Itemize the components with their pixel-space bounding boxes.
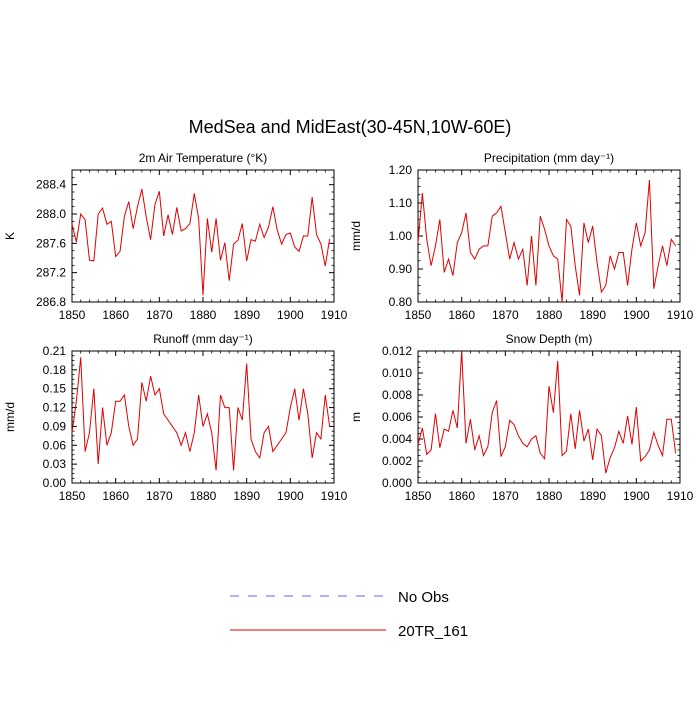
y-tick-label: 0.006 [382,410,412,424]
series-line-precipitation [417,179,677,303]
x-tick-label: 1900 [623,308,650,322]
legend: No Obs 20TR_161 [230,589,468,640]
x-tick-label: 1850 [59,308,86,322]
x-tick-label: 1870 [492,489,519,503]
x-tick-label: 1870 [146,308,173,322]
x-tick-label: 1910 [667,308,694,322]
y-tick-label: 0.012 [382,344,412,358]
y-tick-label: 0.008 [382,388,412,402]
x-tick-label: 1860 [448,308,475,322]
y-tick-label: 0.12 [43,401,67,415]
y-tick-label: 0.010 [382,366,412,380]
panel-title: Runoff (mm day⁻¹) [153,332,252,346]
y-tick-label: 287.6 [36,236,66,250]
y-tick-label: 288.4 [36,178,66,192]
y-tick-label: 0.09 [43,419,67,433]
y-tick-label: 286.8 [36,295,66,309]
series-line-air-temperature [71,188,331,296]
legend-label-no-obs: No Obs [398,589,449,606]
x-tick-label: 1860 [102,308,129,322]
y-axis-label: mm/d [349,221,363,251]
figure-title: MedSea and MidEast(30-45N,10W-60E) [189,117,512,137]
x-tick-label: 1870 [492,308,519,322]
panels: 2m Air Temperature (°K) K 286.8 287.2 287.6 2… [3,151,694,503]
x-tick-label: 1910 [321,489,348,503]
panel-title: Precipitation (mm day⁻¹) [484,151,614,165]
x-tick-label: 1900 [277,308,304,322]
x-tick-label: 1850 [59,489,86,503]
y-tick-label: 1.00 [389,229,413,243]
x-tick-label: 1870 [146,489,173,503]
plot-frame [417,350,681,484]
y-tick-label: 0.80 [389,295,413,309]
x-tick-label: 1900 [623,489,650,503]
x-tick-label: 1850 [405,489,432,503]
x-tick-label: 1900 [277,489,304,503]
y-tick-label: 0.002 [382,454,412,468]
y-axis-label: m [349,412,363,422]
plot-frame [71,169,335,303]
x-tick-label: 1890 [579,489,606,503]
x-tick-label: 1910 [321,308,348,322]
y-tick-label: 0.06 [43,438,67,452]
y-tick-label: 288.0 [36,207,66,221]
y-tick-label: 0.00 [43,476,67,490]
panel-title: Snow Depth (m) [506,332,593,346]
x-tick-label: 1910 [667,489,694,503]
x-tick-label: 1890 [233,308,260,322]
legend-label-20tr-161: 20TR_161 [398,623,468,640]
y-tick-label: 0.000 [382,476,412,490]
x-tick-label: 1850 [405,308,432,322]
y-tick-label: 1.10 [389,196,413,210]
panel-snow-depth: Snow Depth (m) m 0.000 0.002 0.004 0.006 0.008… [349,332,694,503]
y-axis-label: mm/d [3,402,17,432]
series-line-snow-depth [417,350,677,474]
x-tick-label: 1890 [579,308,606,322]
panel-title: 2m Air Temperature (°K) [139,151,268,165]
x-tick-label: 1860 [448,489,475,503]
x-tick-label: 1880 [536,308,563,322]
y-tick-label: 287.2 [36,266,66,280]
y-tick-label: 0.03 [43,457,67,471]
y-tick-label: 0.004 [382,432,412,446]
plot-frame [417,169,681,303]
x-tick-label: 1880 [190,489,217,503]
panel-precipitation: Precipitation (mm day⁻¹) mm/d 0.80 0.90 1.00… [349,151,694,322]
y-tick-label: 0.21 [43,344,67,358]
panel-runoff: Runoff (mm day⁻¹) mm/d 0.00 0.03 0.06 0.09 0.1… [3,332,348,503]
y-axis-label: K [3,232,17,240]
y-tick-label: 0.15 [43,382,67,396]
y-tick-label: 0.18 [43,363,67,377]
x-tick-label: 1890 [233,489,260,503]
series-line-runoff [71,357,331,471]
panel-air-temperature: 2m Air Temperature (°K) K 286.8 287.2 287.6 2… [3,151,348,322]
x-tick-label: 1860 [102,489,129,503]
y-tick-label: 0.90 [389,262,413,276]
x-tick-label: 1880 [536,489,563,503]
y-tick-label: 1.20 [389,163,413,177]
plot-frame [71,350,335,484]
x-tick-label: 1880 [190,308,217,322]
